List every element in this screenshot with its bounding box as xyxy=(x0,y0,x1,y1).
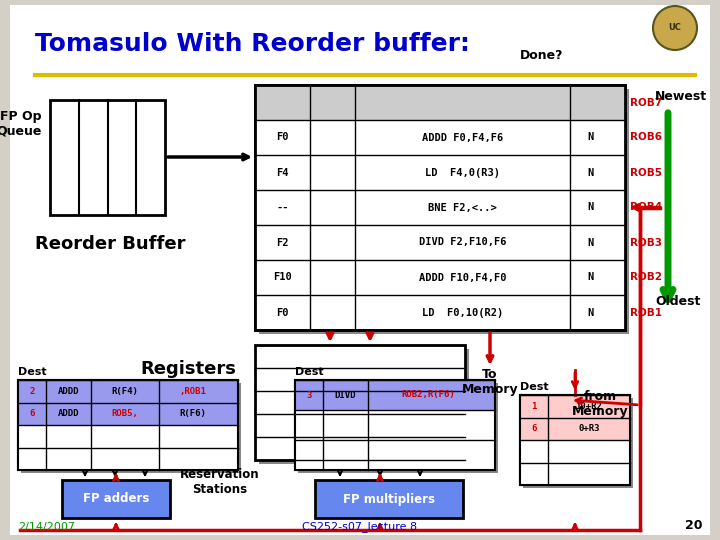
Text: ROB1: ROB1 xyxy=(630,307,662,318)
Text: ADDD F0,F4,F6: ADDD F0,F4,F6 xyxy=(422,132,503,143)
Text: R(F4): R(F4) xyxy=(112,387,138,396)
Bar xyxy=(295,380,495,470)
Text: UC: UC xyxy=(669,24,681,32)
Text: F10: F10 xyxy=(273,273,292,282)
Text: BNE F2,<..>: BNE F2,<..> xyxy=(428,202,497,213)
Bar xyxy=(295,380,495,410)
Bar xyxy=(18,425,238,448)
Bar xyxy=(255,85,625,120)
Text: ADDD F10,F4,F0: ADDD F10,F4,F0 xyxy=(419,273,506,282)
Bar xyxy=(18,380,238,470)
Bar xyxy=(255,155,625,190)
Text: 10+R2: 10+R2 xyxy=(575,402,603,411)
Bar xyxy=(523,398,633,488)
Bar xyxy=(18,402,238,425)
Text: ROB3: ROB3 xyxy=(630,238,662,247)
Bar xyxy=(18,380,238,470)
Text: ROB5: ROB5 xyxy=(630,167,662,178)
Text: Tomasulo With Reorder buffer:: Tomasulo With Reorder buffer: xyxy=(35,32,470,56)
Text: ROB2,R(F6): ROB2,R(F6) xyxy=(401,390,455,400)
Text: Dest: Dest xyxy=(295,367,323,377)
Bar xyxy=(255,225,625,260)
Text: 2: 2 xyxy=(30,387,35,396)
Text: ADDD: ADDD xyxy=(58,387,79,396)
Text: DIVD F2,F10,F6: DIVD F2,F10,F6 xyxy=(419,238,506,247)
Text: FP Op
Queue: FP Op Queue xyxy=(0,110,42,138)
Bar xyxy=(520,440,630,462)
Text: N: N xyxy=(587,202,593,213)
Bar xyxy=(315,480,463,518)
Text: Registers: Registers xyxy=(140,360,236,378)
Bar xyxy=(259,349,469,464)
Text: CS252-s07_lecture 8: CS252-s07_lecture 8 xyxy=(302,521,418,532)
Text: Newest: Newest xyxy=(655,90,707,103)
Text: R(F6): R(F6) xyxy=(179,409,207,418)
Text: N: N xyxy=(587,132,593,143)
Bar xyxy=(295,440,495,470)
Bar xyxy=(295,380,495,470)
Text: To
Memory: To Memory xyxy=(462,368,518,396)
Text: ADDD: ADDD xyxy=(58,409,79,418)
Bar xyxy=(520,395,630,485)
Text: --: -- xyxy=(276,202,289,213)
Text: ROB4: ROB4 xyxy=(630,202,662,213)
Text: ,ROB1: ,ROB1 xyxy=(179,387,207,396)
Bar xyxy=(21,383,241,473)
Bar xyxy=(255,295,625,330)
Text: 2/14/2007: 2/14/2007 xyxy=(18,522,75,532)
Bar xyxy=(18,380,238,402)
Text: from
Memory: from Memory xyxy=(572,390,629,418)
Text: Reorder Buffer: Reorder Buffer xyxy=(35,235,186,253)
Bar xyxy=(520,395,630,417)
Text: 6: 6 xyxy=(30,409,35,418)
Text: 1: 1 xyxy=(531,402,536,411)
Bar xyxy=(255,85,625,330)
Text: F2: F2 xyxy=(276,238,289,247)
Text: N: N xyxy=(587,273,593,282)
Bar xyxy=(255,190,625,225)
Text: 0+R3: 0+R3 xyxy=(578,424,600,433)
Text: Done?: Done? xyxy=(520,49,564,62)
Text: ROB5,: ROB5, xyxy=(112,409,138,418)
Bar xyxy=(295,410,495,440)
Bar xyxy=(520,462,630,485)
Text: ROB6: ROB6 xyxy=(630,132,662,143)
Text: ROB7: ROB7 xyxy=(630,98,662,107)
Bar xyxy=(520,417,630,440)
Text: F4: F4 xyxy=(276,167,289,178)
Text: F0: F0 xyxy=(276,307,289,318)
Text: LD  F0,10(R2): LD F0,10(R2) xyxy=(422,307,503,318)
Text: Dest: Dest xyxy=(18,367,47,377)
Text: F0: F0 xyxy=(276,132,289,143)
Bar xyxy=(255,345,465,460)
Text: FP adders: FP adders xyxy=(83,492,149,505)
Text: N: N xyxy=(587,167,593,178)
Text: 20: 20 xyxy=(685,519,702,532)
Text: LD  F4,0(R3): LD F4,0(R3) xyxy=(425,167,500,178)
Bar xyxy=(50,100,165,215)
Text: 6: 6 xyxy=(531,424,536,433)
Text: Oldest: Oldest xyxy=(655,295,701,308)
Bar xyxy=(62,480,170,518)
Circle shape xyxy=(653,6,697,50)
Text: FP multipliers: FP multipliers xyxy=(343,492,435,505)
Bar xyxy=(255,85,625,330)
Bar xyxy=(255,260,625,295)
Bar xyxy=(298,383,498,473)
Bar xyxy=(18,448,238,470)
Text: DIVD: DIVD xyxy=(335,390,356,400)
Bar xyxy=(259,89,629,334)
Text: ROB2: ROB2 xyxy=(630,273,662,282)
Text: Dest: Dest xyxy=(520,382,549,392)
Bar xyxy=(520,395,630,485)
Text: N: N xyxy=(587,238,593,247)
Bar xyxy=(255,120,625,155)
Text: Reservation
Stations: Reservation Stations xyxy=(180,468,260,496)
Text: N: N xyxy=(587,307,593,318)
Text: 3: 3 xyxy=(306,390,312,400)
